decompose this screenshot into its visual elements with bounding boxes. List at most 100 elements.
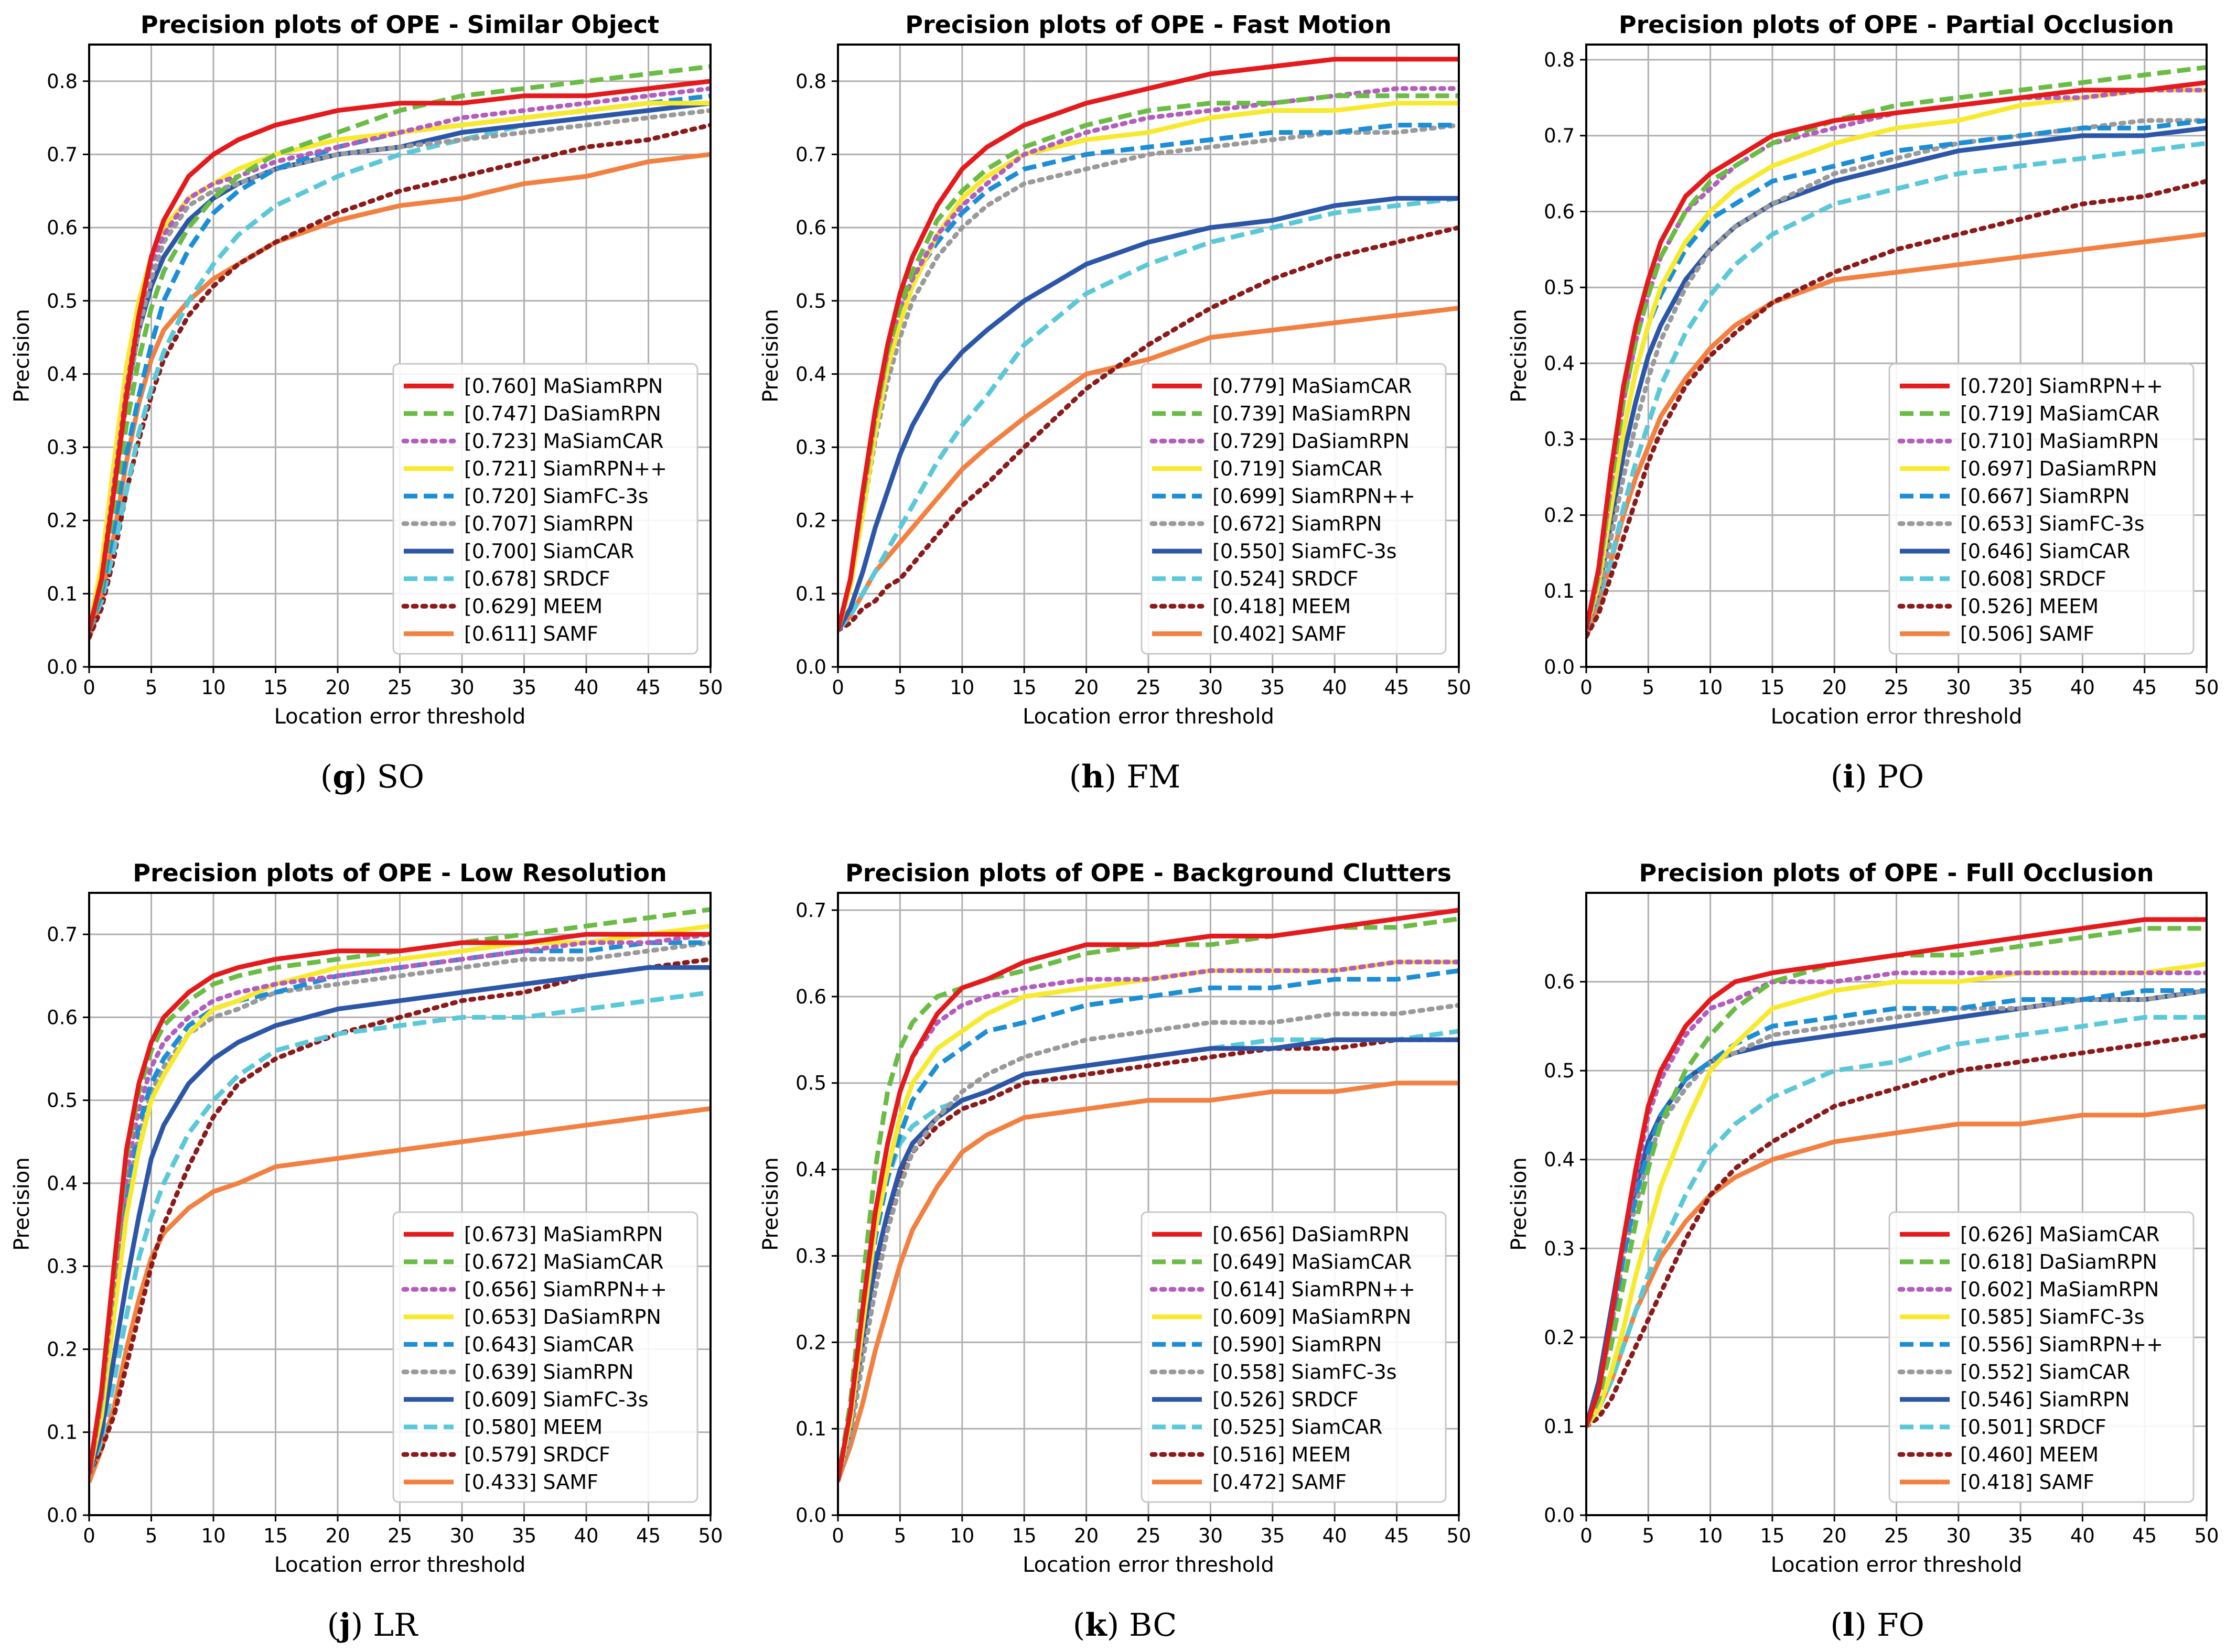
- y-tick-label: 0.4: [1544, 1149, 1575, 1171]
- legend-label: [0.506] SAMF: [1960, 622, 2094, 645]
- legend-score: 0.672: [472, 1250, 529, 1273]
- legend-name: MaSiamRPN: [2039, 1278, 2159, 1301]
- legend-score: 0.667: [1968, 484, 2025, 508]
- legend-name: SiamRPN++: [543, 1278, 667, 1301]
- x-tick-label: 15: [1760, 676, 1784, 699]
- legend-bracket-open: [: [1960, 1278, 1968, 1301]
- chart-panel-g: 0 5 10 15 20 25 30 35 40 45 50 0.0 0.1 0.2 0.3 0.4 0.5 0.…: [10, 10, 723, 795]
- legend-name: MEEM: [1292, 1443, 1351, 1466]
- legend-bracket-close: ]: [1277, 374, 1292, 397]
- legend-bracket-close: ]: [529, 402, 543, 425]
- caption-letter: k: [1085, 1607, 1107, 1644]
- caption-letter: g: [332, 759, 354, 795]
- legend-item: [0.653] SiamFC-3s: [1897, 512, 2145, 535]
- series-lines: [89, 907, 711, 1483]
- legend-bracket-close: ]: [529, 429, 543, 452]
- caption-text: FM: [1126, 759, 1180, 795]
- x-axis-label: Location error threshold: [1771, 1553, 2023, 1577]
- x-tick-label: 10: [950, 676, 974, 699]
- legend-item: [0.552] SiamCAR: [1897, 1361, 2131, 1384]
- legend-bracket-close: ]: [2025, 622, 2039, 645]
- y-tick-label: 0.0: [1544, 656, 1575, 678]
- y-tick-label: 0.3: [47, 1255, 78, 1278]
- legend-label: [0.609] SiamFC-3s: [464, 1388, 649, 1411]
- legend-item: [0.609] MaSiamRPN: [1152, 1305, 1411, 1329]
- x-tick-label: 45: [2132, 1525, 2157, 1547]
- legend-score: 0.585: [1968, 1305, 2025, 1329]
- legend-score: 0.618: [1968, 1250, 2025, 1273]
- x-tick-label: 45: [1384, 676, 1409, 699]
- legend-label: [0.546] SiamRPN: [1960, 1388, 2130, 1411]
- caption-paren-close: ): [351, 1607, 373, 1644]
- legend-bracket-close: ]: [1277, 595, 1292, 618]
- legend-label: [0.719] MaSiamCAR: [1960, 402, 2160, 425]
- legend-bracket-close: ]: [529, 1333, 543, 1356]
- legend-bracket-open: [: [1212, 622, 1220, 645]
- legend-score: 0.719: [1220, 457, 1277, 480]
- legend-bracket-close: ]: [2025, 595, 2039, 618]
- legend-item: [0.626] MaSiamCAR: [1900, 1223, 2160, 1246]
- series-line-siamfc-3s: [838, 1002, 1459, 1483]
- x-tick-label: 50: [1446, 1525, 1471, 1547]
- legend-bracket-open: [: [464, 1388, 472, 1411]
- legend-score: 0.699: [1220, 484, 1277, 508]
- x-tick-label: 35: [1260, 1525, 1285, 1547]
- caption-paren-close: ): [1854, 1607, 1876, 1644]
- legend-bracket-close: ]: [2025, 484, 2039, 508]
- legend-item: [0.418] SAMF: [1900, 1471, 2094, 1494]
- legend-box: [392, 1211, 698, 1503]
- legend-name: SiamRPN: [1292, 1333, 1382, 1356]
- legend-bracket-open: [: [464, 1333, 472, 1356]
- legend-item: [0.649] MaSiamCAR: [1152, 1250, 1412, 1273]
- legend-bracket-open: [: [1960, 484, 1968, 508]
- legend-item: [0.656] SiamRPN++: [401, 1278, 667, 1301]
- legend-name: SiamRPN++: [2039, 374, 2163, 397]
- legend-score: 0.643: [472, 1333, 529, 1356]
- legend-bracket-close: ]: [2025, 1223, 2039, 1246]
- legend-score: 0.516: [1220, 1443, 1277, 1466]
- legend-score: 0.700: [472, 539, 529, 563]
- legend-score: 0.721: [472, 457, 529, 480]
- legend-name: SAMF: [1292, 1471, 1347, 1494]
- caption-paren-open: (: [1069, 759, 1081, 795]
- legend-score: 0.580: [472, 1416, 529, 1439]
- legend-score: 0.719: [1968, 402, 2025, 425]
- legend-item: [0.656] DaSiamRPN: [1152, 1223, 1410, 1246]
- y-axis-label: Precision: [10, 1157, 34, 1250]
- legend-name: SRDCF: [2039, 1416, 2106, 1439]
- legend-item: [0.720] SiamRPN++: [1900, 374, 2163, 397]
- x-tick-label: 35: [512, 676, 536, 699]
- x-tick-label: 5: [1642, 1525, 1655, 1547]
- y-tick-label: 0.6: [795, 217, 826, 239]
- legend-item: [0.667] SiamRPN: [1900, 484, 2130, 508]
- y-axis-label: Precision: [759, 309, 783, 402]
- x-tick-label: 45: [636, 1525, 661, 1547]
- chart-title: Precision plots of OPE - Low Resolution: [133, 859, 666, 887]
- legend-label: [0.710] MaSiamRPN: [1960, 429, 2159, 452]
- legend-bracket-close: ]: [2025, 1333, 2039, 1356]
- legend-item: [0.672] SiamRPN: [1149, 512, 1382, 535]
- chart-title: Precision plots of OPE - Full Occlusion: [1639, 859, 2154, 887]
- legend-name: SiamCAR: [2039, 1361, 2131, 1384]
- plot-frame: [837, 892, 1460, 1516]
- legend-name: SAMF: [543, 622, 598, 645]
- y-tick-label: 0.1: [1544, 1415, 1575, 1438]
- legend-score: 0.723: [472, 429, 529, 452]
- legend-label: [0.656] DaSiamRPN: [1212, 1223, 1410, 1246]
- panel-caption: (l) FO: [1830, 1607, 1924, 1644]
- x-tick-label: 25: [1884, 1525, 1909, 1547]
- legend-bracket-open: [: [1960, 1333, 1968, 1356]
- y-tick-label: 0.7: [47, 923, 78, 946]
- legend-bracket-open: [: [1960, 1443, 1968, 1466]
- legend-score: 0.614: [1220, 1278, 1277, 1301]
- legend-score: 0.626: [1968, 1223, 2025, 1246]
- legend-score: 0.720: [1968, 374, 2025, 397]
- legend-bracket-close: ]: [529, 484, 543, 508]
- legend-name: SiamCAR: [2039, 539, 2131, 563]
- legend-label: [0.739] MaSiamRPN: [1212, 402, 1411, 425]
- legend-box: [392, 363, 698, 655]
- y-tick-label: 0.7: [795, 143, 826, 166]
- y-tick-label: 0.1: [1544, 580, 1575, 602]
- x-tick-label: 35: [2008, 676, 2033, 699]
- legend-item: [0.580] MEEM: [404, 1416, 603, 1439]
